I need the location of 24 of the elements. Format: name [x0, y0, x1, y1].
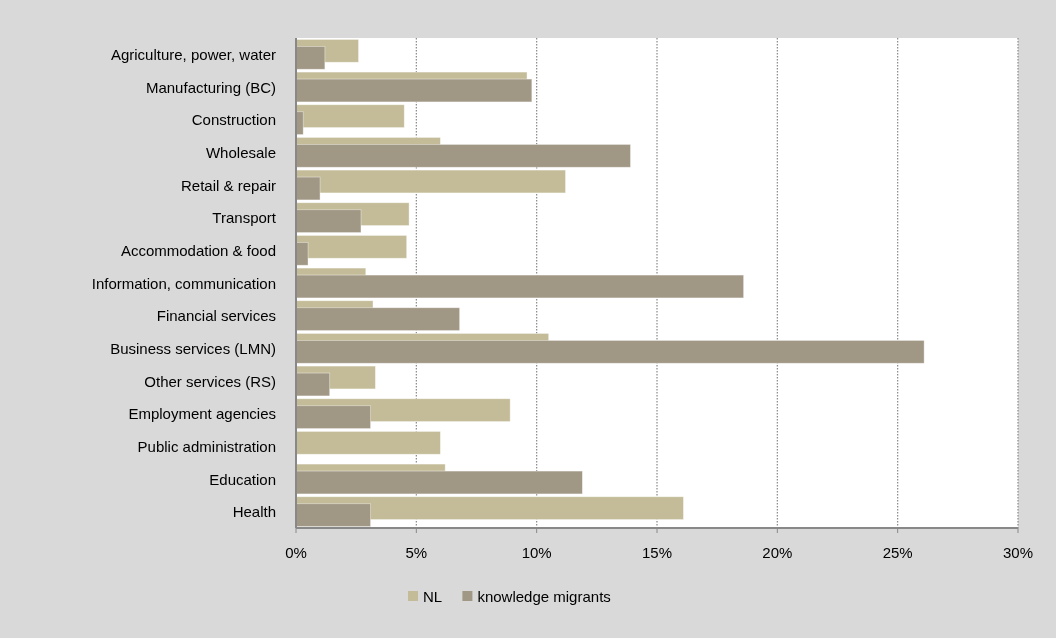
y-tick-label: Information, communication	[91, 274, 276, 292]
x-tick-label: 5%	[405, 544, 428, 561]
x-tick-label: 20%	[762, 544, 793, 561]
x-tick-label: 30%	[1002, 544, 1034, 561]
y-tick-label: Retail & repair	[180, 176, 276, 194]
x-tick-label: 15%	[641, 544, 673, 561]
y-tick-label: Education	[209, 470, 276, 488]
y-tick-label: Employment agencies	[128, 405, 276, 423]
legend-label: NL	[423, 587, 443, 605]
y-tick-label: Business services (LMN)	[110, 339, 276, 357]
y-tick-label: Other services (RS)	[144, 372, 276, 390]
y-tick-label: Wholesale	[205, 143, 276, 161]
x-tick-label: 25%	[882, 544, 913, 561]
y-tick-label: Public administration	[137, 437, 276, 455]
y-tick-label: Construction	[191, 111, 276, 129]
y-tick-label: Manufacturing (BC)	[145, 78, 276, 96]
y-tick-label: Agriculture, power, water	[110, 45, 276, 63]
y-tick-label: Financial services	[156, 307, 276, 325]
x-tick-label: 10%	[521, 544, 552, 561]
y-tick-label: Accommodation & food	[120, 241, 276, 259]
legend-label: knowledge migrants	[477, 587, 611, 605]
y-tick-label: Health	[232, 503, 276, 521]
y-tick-label: Transport	[212, 209, 277, 227]
x-tick-label: 0%	[285, 544, 307, 561]
